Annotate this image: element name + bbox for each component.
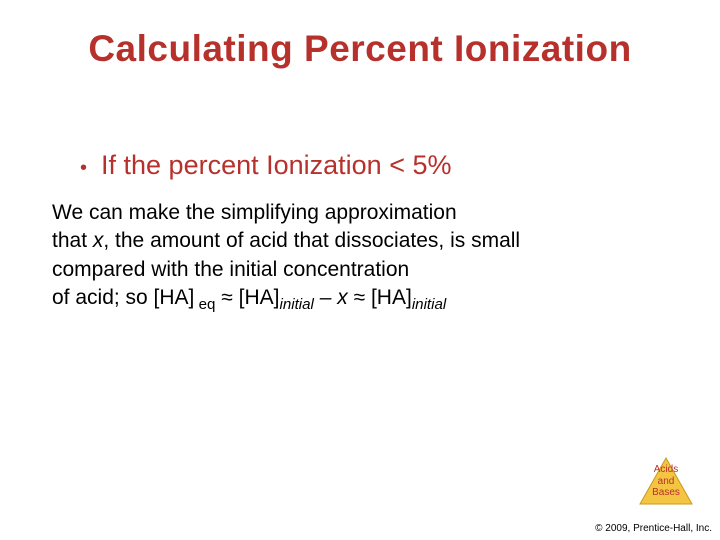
badge-text: Acids and Bases (638, 464, 694, 499)
body-line-3: compared with the initial concentration (52, 258, 409, 281)
copyright-text: © 2009, Prentice-Hall, Inc. (595, 523, 712, 534)
body-paragraph: We can make the simplifying approximatio… (52, 199, 680, 316)
badge-line-3: Bases (652, 487, 680, 498)
body-line-2-x: x (93, 229, 104, 252)
body-line-4-mid1: ≈ [HA] (215, 286, 279, 309)
body-line-4-sub-init2: initial (412, 296, 446, 313)
bullet-text: If the percent Ionization < 5% (101, 150, 451, 181)
body-line-4-sub-init1: initial (279, 296, 313, 313)
body-line-4-mid2: ≈ [HA] (348, 286, 412, 309)
badge-line-2: and (658, 476, 675, 487)
body-line-2-post: , the amount of acid that dissociates, i… (103, 229, 520, 252)
bullet-marker: • (80, 158, 87, 178)
bullet-item: • If the percent Ionization < 5% (80, 150, 680, 181)
body-line-4-minus: – (314, 286, 337, 309)
chapter-badge: Acids and Bases (638, 456, 694, 506)
slide-title: Calculating Percent Ionization (40, 28, 680, 70)
body-line-1: We can make the simplifying approximatio… (52, 201, 457, 224)
slide: Calculating Percent Ionization • If the … (0, 0, 720, 540)
badge-line-1: Acids (654, 464, 678, 475)
body-line-2-pre: that (52, 229, 93, 252)
body-line-4-sub-eq: eq (194, 296, 215, 313)
body-line-4-pre: of acid; so [HA] (52, 286, 194, 309)
body-line-4-x: x (337, 286, 348, 309)
